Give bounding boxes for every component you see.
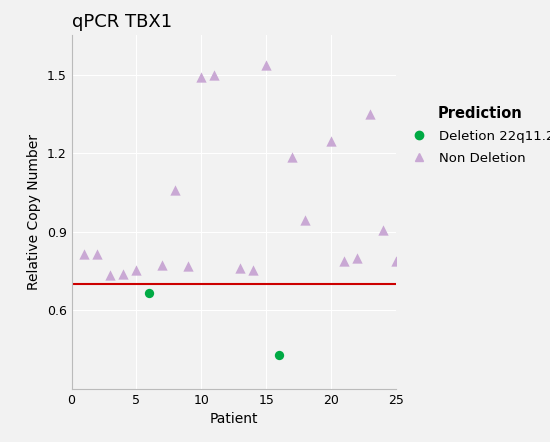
Point — [184, 262, 192, 269]
Point — [210, 71, 219, 78]
Y-axis label: Relative Copy Number: Relative Copy Number — [27, 134, 41, 290]
Point — [249, 266, 257, 273]
Point — [119, 270, 128, 277]
Point — [93, 251, 102, 258]
Point — [262, 62, 271, 69]
Point — [132, 266, 141, 273]
Point — [366, 110, 375, 118]
Point — [353, 255, 361, 262]
Point — [171, 187, 180, 194]
X-axis label: Patient: Patient — [210, 412, 258, 427]
Point — [378, 227, 387, 234]
Point — [275, 351, 284, 358]
Text: qPCR TBX1: qPCR TBX1 — [72, 13, 172, 31]
Point — [106, 271, 115, 278]
Point — [158, 261, 167, 268]
Point — [392, 257, 400, 264]
Point — [145, 290, 154, 297]
Point — [301, 217, 310, 224]
Point — [340, 257, 349, 264]
Point — [288, 154, 296, 161]
Point — [236, 265, 245, 272]
Point — [80, 251, 89, 258]
Point — [197, 74, 206, 81]
Point — [327, 138, 336, 145]
Legend: Deletion 22q11.2, Non Deletion: Deletion 22q11.2, Non Deletion — [406, 106, 550, 165]
